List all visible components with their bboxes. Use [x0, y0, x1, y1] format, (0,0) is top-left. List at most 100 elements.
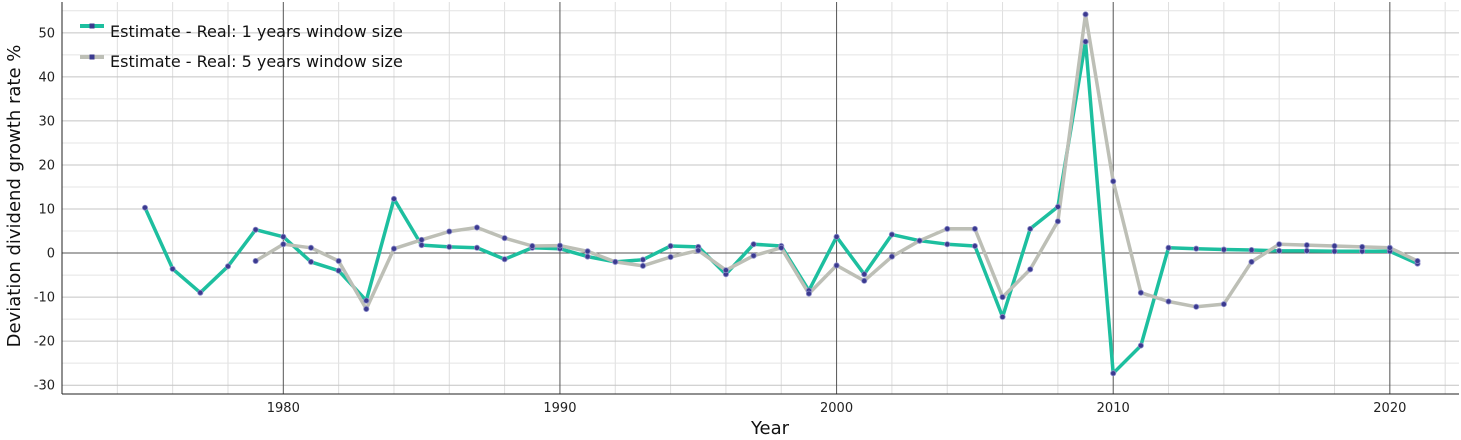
legend: Estimate - Real: 1 years window size Est…	[80, 22, 403, 71]
data-point	[1137, 289, 1144, 296]
data-point	[667, 243, 674, 250]
legend-item-1: Estimate - Real: 1 years window size	[80, 22, 403, 41]
data-point	[363, 297, 370, 304]
data-point	[418, 236, 425, 243]
y-tick-label: 30	[38, 114, 55, 129]
data-point	[1110, 178, 1117, 185]
data-point	[473, 224, 480, 231]
y-axis-title: Deviation dividend growth rate %	[4, 45, 25, 348]
y-tick-label: 20	[38, 158, 55, 173]
data-point	[224, 263, 231, 270]
data-point	[1303, 247, 1310, 254]
x-tick-label: 2010	[1097, 401, 1130, 416]
data-point	[446, 243, 453, 250]
y-tick-label: 0	[47, 247, 55, 262]
legend-item-2: Estimate - Real: 5 years window size	[80, 52, 403, 71]
data-point	[612, 258, 619, 265]
data-point	[335, 257, 342, 264]
data-point	[861, 277, 868, 284]
data-point	[1137, 342, 1144, 349]
data-point	[805, 290, 812, 297]
data-point	[999, 294, 1006, 301]
data-point	[197, 289, 204, 296]
data-point	[639, 256, 646, 263]
data-point	[1331, 248, 1338, 255]
data-point	[667, 254, 674, 261]
y-tick-label: -30	[34, 379, 55, 394]
data-point	[473, 244, 480, 251]
data-point	[418, 242, 425, 249]
y-tick-label: -10	[34, 291, 55, 306]
y-tick-label: 10	[38, 203, 55, 218]
data-point	[1027, 266, 1034, 273]
data-point	[1248, 246, 1255, 253]
data-point	[1248, 258, 1255, 265]
data-point	[1303, 242, 1310, 249]
data-point	[169, 265, 176, 272]
data-point	[307, 244, 314, 251]
data-point	[252, 226, 259, 233]
data-point	[584, 248, 591, 255]
data-point	[280, 241, 287, 248]
legend-label-1yr: Estimate - Real: 1 years window size	[110, 22, 403, 41]
data-point	[1165, 244, 1172, 251]
data-point	[1027, 225, 1034, 232]
y-tick-label: 50	[38, 26, 55, 41]
grid	[62, 2, 1459, 394]
data-point	[916, 237, 923, 244]
data-point	[778, 244, 785, 251]
data-point	[141, 204, 148, 211]
data-point	[944, 225, 951, 232]
data-point	[363, 305, 370, 312]
legend-marker-1yr	[89, 23, 95, 29]
data-point	[1386, 244, 1393, 251]
data-point	[1220, 301, 1227, 308]
data-point	[833, 262, 840, 269]
plot-frame	[61, 2, 1459, 395]
x-axis-title: Year	[750, 418, 790, 439]
data-point	[1110, 370, 1117, 377]
data-point	[1276, 241, 1283, 248]
data-point	[639, 262, 646, 269]
data-point	[1359, 243, 1366, 250]
data-point	[999, 313, 1006, 320]
data-point	[971, 243, 978, 250]
data-point	[1082, 11, 1089, 18]
x-tick-label: 1990	[543, 401, 576, 416]
data-point	[307, 258, 314, 265]
data-point	[1220, 246, 1227, 253]
data-point	[1414, 257, 1421, 264]
data-point	[501, 256, 508, 263]
data-point	[1082, 38, 1089, 45]
data-point	[750, 252, 757, 259]
data-point	[888, 253, 895, 260]
data-point	[1276, 247, 1283, 254]
data-point	[944, 241, 951, 248]
data-point	[722, 267, 729, 274]
data-point	[1054, 203, 1061, 210]
legend-label-5yr: Estimate - Real: 5 years window size	[110, 52, 403, 71]
data-point	[861, 271, 868, 278]
data-point	[1193, 303, 1200, 310]
data-point	[252, 257, 259, 264]
tick-labels: 1980 1990 2000 2010 2020 -30 -20 -10 0 10 20 30 40 50	[34, 26, 1407, 416]
data-point	[584, 253, 591, 260]
series-layer	[141, 11, 1421, 377]
data-point	[971, 225, 978, 232]
data-point	[280, 233, 287, 240]
y-tick-label: -20	[34, 335, 55, 350]
data-point	[1193, 245, 1200, 252]
data-point	[1331, 243, 1338, 250]
data-point	[750, 241, 757, 248]
data-point	[1165, 298, 1172, 305]
data-point	[1054, 218, 1061, 225]
data-point	[390, 245, 397, 252]
data-point	[888, 231, 895, 238]
data-point	[335, 267, 342, 274]
legend-marker-5yr	[89, 54, 95, 60]
data-point	[833, 233, 840, 240]
data-point	[390, 195, 397, 202]
data-point	[446, 228, 453, 235]
x-tick-label: 1980	[267, 401, 300, 416]
